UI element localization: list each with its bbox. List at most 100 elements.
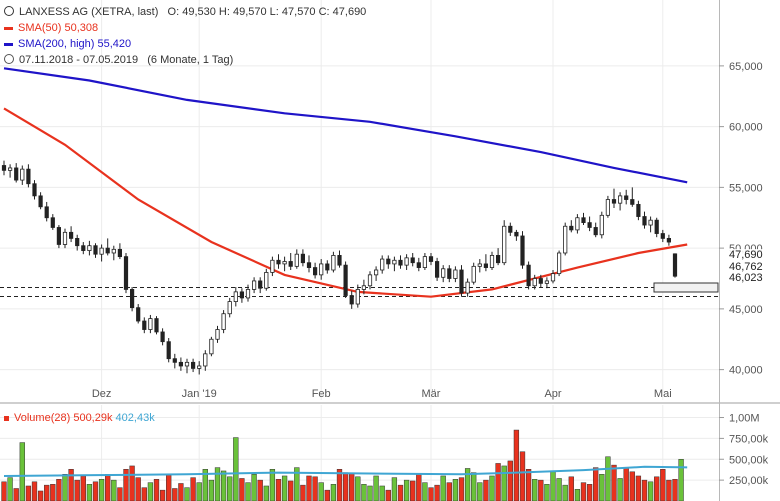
volume-bar (617, 478, 623, 501)
volume-bar (483, 479, 489, 501)
sma200-line (3, 67, 688, 184)
candle-body (325, 263, 330, 271)
candle-body (453, 269, 458, 279)
candle-body (392, 259, 397, 265)
candle-body (87, 245, 92, 251)
volume-bar (92, 481, 99, 501)
candle-body (148, 318, 153, 330)
candle-body (245, 289, 251, 299)
volume-bar (19, 442, 25, 501)
volume-bar (550, 471, 556, 501)
price-tick-label: 60,000 (729, 122, 763, 134)
volume-bar (257, 479, 263, 501)
volume-bar (410, 480, 416, 501)
volume-bar (306, 475, 312, 501)
sma200-value: 55,420 (97, 38, 132, 50)
volume-bar (25, 485, 32, 501)
candle-body (550, 273, 556, 282)
volume-bar (397, 484, 404, 501)
candle-body (532, 278, 537, 287)
candle-body (99, 247, 104, 255)
volume-bar (422, 482, 428, 501)
candle-body (538, 278, 543, 284)
volume-bar (281, 475, 288, 501)
volume-bar (147, 482, 154, 501)
month-label: Feb (312, 388, 331, 400)
volume-label: Volume(28) (14, 412, 71, 424)
candle-body (422, 256, 428, 268)
volume-value: 500,29k (73, 412, 113, 424)
volume-bar (324, 489, 330, 501)
volume-bar (629, 471, 635, 501)
volume-tick-label: 1,00M (729, 413, 760, 425)
clock-marker-icon (4, 6, 14, 16)
volume-bar (489, 475, 495, 501)
volume-bar (31, 481, 38, 501)
volume-bar (312, 476, 318, 501)
volume-bar (263, 485, 269, 501)
price-label: 46,023 (729, 272, 763, 284)
candle-body (111, 248, 116, 254)
price-panel (0, 0, 720, 400)
candle-body (361, 285, 367, 290)
volume-bar (80, 475, 86, 501)
volume-bar (214, 467, 221, 501)
volume-bar (574, 489, 581, 501)
volume-bar (452, 479, 459, 501)
candle-body (319, 263, 324, 276)
volume-bar (13, 488, 19, 501)
candle-body (349, 295, 354, 305)
candle-body (581, 217, 586, 224)
volume-bar (568, 476, 574, 501)
legend-sma200[interactable]: SMA(200, high) 55,420 (4, 37, 131, 51)
candle-body (502, 225, 507, 264)
month-label: Mär (422, 388, 441, 400)
volume-bar (391, 477, 398, 501)
sma50-swatch (4, 26, 13, 30)
price-tick-label: 55,000 (729, 182, 763, 194)
volume-bar (74, 479, 80, 501)
candle-body (587, 222, 592, 228)
volume-bar (416, 473, 422, 501)
candle-body (93, 245, 98, 255)
volume-bar (7, 477, 13, 501)
volume-bar (623, 467, 629, 501)
clock-icon (4, 54, 14, 64)
candle-body (282, 261, 287, 265)
candle-body (14, 167, 19, 181)
volume-bar (300, 484, 306, 501)
candle-body (642, 216, 647, 226)
volume-bar (532, 479, 538, 501)
candle-body (398, 259, 403, 266)
volume-bar (245, 482, 251, 501)
candle-body (50, 217, 55, 228)
volume-bar (318, 482, 324, 501)
volume-bar (269, 469, 276, 501)
volume-bar (458, 477, 465, 501)
volume-bar (37, 490, 44, 501)
volume-bar (385, 489, 391, 501)
candle-body (69, 231, 74, 239)
candle-body (7, 167, 13, 171)
candle-body (184, 361, 190, 367)
price-label-bg (722, 272, 772, 284)
candle-body (441, 268, 446, 278)
candle-body (508, 225, 513, 233)
volume-bar (379, 485, 385, 501)
volume-bar (593, 467, 599, 501)
candle-body (575, 217, 580, 231)
volume-bar (141, 487, 147, 501)
candle-body (605, 199, 611, 216)
candle-body (117, 248, 122, 258)
candle-body (123, 256, 129, 290)
price-label: 47,690 (729, 249, 763, 261)
volume-tick-label: 250,00k (729, 475, 769, 487)
candle-body (209, 338, 214, 355)
volume-bar (519, 451, 526, 501)
volume-bar (105, 474, 111, 501)
candle-body (544, 280, 550, 284)
legend-sma50[interactable]: SMA(50) 50,308 (4, 21, 98, 35)
candle-body (312, 267, 318, 276)
volume-avg-value: 402,43k (115, 412, 155, 424)
